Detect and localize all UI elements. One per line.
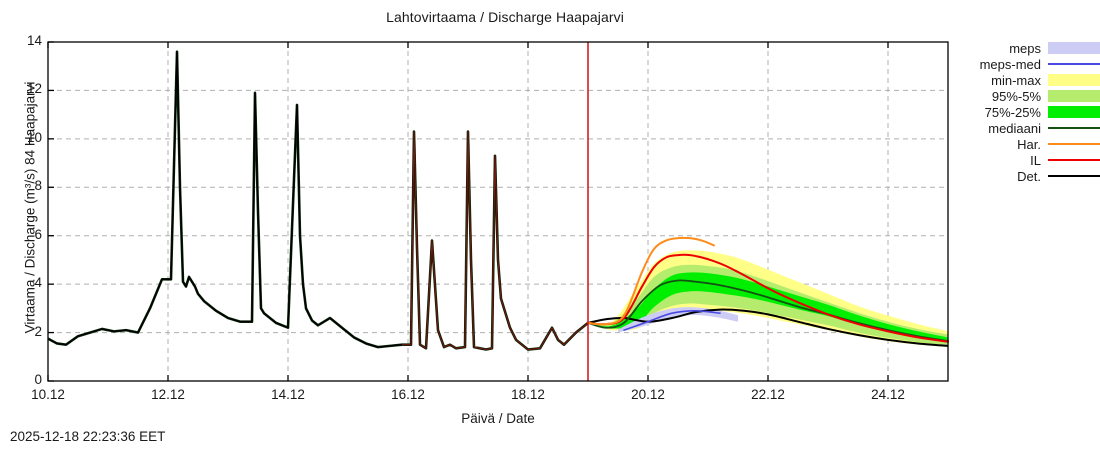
y-axis-tick-labels: 0 2 4 6 8 10 12 14 <box>0 0 42 450</box>
x-tick-label: 14.12 <box>271 387 305 402</box>
chart-legend: meps meps-med min-max 95%-5% 75%-25% mediaani… <box>960 40 1100 184</box>
y-tick-label: 8 <box>34 178 42 194</box>
legend-item-min-max[interactable]: min-max <box>960 72 1100 88</box>
x-tick-label: 18.12 <box>511 387 545 402</box>
x-tick-label: 20.12 <box>631 387 665 402</box>
x-tick-label: 12.12 <box>151 387 185 402</box>
legend-item-meps[interactable]: meps <box>960 40 1100 56</box>
legend-swatch-icon <box>1048 74 1100 86</box>
legend-swatch-icon <box>1048 143 1100 145</box>
timestamp-label: 2025-12-18 22:23:36 EET <box>10 429 166 444</box>
x-axis-label: Päivä / Date <box>461 411 535 426</box>
legend-item-75-25[interactable]: 75%-25% <box>960 104 1100 120</box>
legend-label: Har. <box>1017 136 1041 152</box>
plot-frame <box>47 41 949 382</box>
legend-label: 75%-25% <box>984 104 1041 120</box>
legend-label: meps <box>1009 40 1041 56</box>
legend-item-95-5[interactable]: 95%-5% <box>960 88 1100 104</box>
data-series <box>47 50 949 351</box>
grid-lines <box>48 41 948 381</box>
legend-item-mediaani[interactable]: mediaani <box>960 120 1100 136</box>
y-tick-label: 10 <box>26 129 42 145</box>
y-tick-label: 14 <box>26 33 42 48</box>
chart-title: Lahtovirtaama / Discharge Haapajarvi <box>386 9 624 25</box>
legend-label: min-max <box>991 72 1041 88</box>
x-tick-label: 24.12 <box>871 387 905 402</box>
x-tick-label: 16.12 <box>391 387 425 402</box>
legend-swatch-icon <box>1048 42 1100 54</box>
y-tick-label: 6 <box>34 226 42 242</box>
y-tick-label: 0 <box>34 372 42 387</box>
x-tick-label: 10.12 <box>31 387 65 402</box>
legend-swatch-icon <box>1048 127 1100 129</box>
legend-swatch-icon <box>1048 106 1100 118</box>
legend-item-det[interactable]: Det. <box>960 168 1100 184</box>
legend-label: meps-med <box>979 56 1041 72</box>
y-tick-label: 4 <box>34 275 42 291</box>
legend-item-meps-med[interactable]: meps-med <box>960 56 1100 72</box>
legend-swatch-icon <box>1048 159 1100 161</box>
legend-swatch-icon <box>1048 175 1100 177</box>
legend-swatch-icon <box>1048 90 1100 102</box>
legend-label: IL <box>1030 152 1041 168</box>
y-tick-label: 12 <box>26 81 42 97</box>
legend-label: 95%-5% <box>991 88 1041 104</box>
axis-ticks <box>47 41 889 382</box>
x-tick-label: 22.12 <box>751 387 785 402</box>
y-tick-label: 2 <box>34 323 42 339</box>
legend-item-har[interactable]: Har. <box>960 136 1100 152</box>
legend-item-il[interactable]: IL <box>960 152 1100 168</box>
legend-swatch-icon <box>1048 63 1100 65</box>
legend-label: mediaani <box>988 120 1041 136</box>
legend-label: Det. <box>1017 168 1041 184</box>
